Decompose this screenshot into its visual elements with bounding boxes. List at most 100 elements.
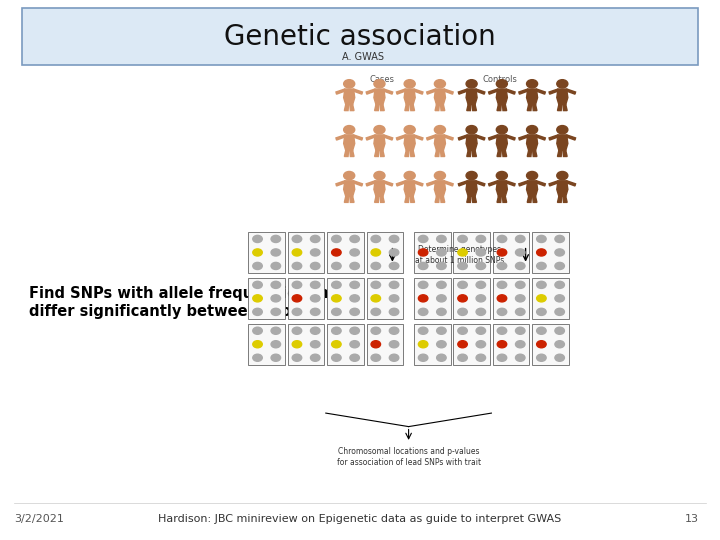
Polygon shape	[489, 89, 498, 94]
FancyBboxPatch shape	[22, 8, 698, 65]
Polygon shape	[380, 105, 384, 111]
Polygon shape	[397, 89, 405, 94]
Circle shape	[516, 235, 525, 242]
Circle shape	[536, 327, 546, 334]
Circle shape	[271, 262, 281, 269]
Circle shape	[476, 235, 485, 242]
Circle shape	[371, 308, 381, 315]
Polygon shape	[503, 151, 507, 157]
Circle shape	[390, 308, 399, 315]
Circle shape	[271, 249, 281, 256]
FancyBboxPatch shape	[366, 232, 403, 273]
Circle shape	[292, 327, 302, 334]
Circle shape	[536, 281, 546, 288]
Polygon shape	[434, 89, 446, 105]
Circle shape	[476, 262, 485, 269]
Circle shape	[476, 354, 485, 361]
Polygon shape	[404, 89, 415, 105]
Polygon shape	[374, 197, 379, 202]
Circle shape	[536, 262, 546, 269]
Polygon shape	[567, 135, 575, 140]
Circle shape	[271, 281, 281, 288]
Circle shape	[436, 281, 446, 288]
Circle shape	[526, 80, 538, 88]
Circle shape	[310, 341, 320, 348]
FancyBboxPatch shape	[414, 232, 451, 273]
FancyBboxPatch shape	[414, 324, 451, 365]
Circle shape	[253, 235, 262, 242]
Circle shape	[498, 308, 507, 315]
Polygon shape	[343, 181, 355, 197]
Polygon shape	[466, 89, 477, 105]
Circle shape	[536, 249, 546, 256]
Circle shape	[436, 354, 446, 361]
Polygon shape	[549, 181, 558, 186]
Circle shape	[458, 308, 467, 315]
Circle shape	[498, 327, 507, 334]
Polygon shape	[563, 197, 567, 202]
Circle shape	[418, 249, 428, 256]
Polygon shape	[519, 89, 528, 94]
Circle shape	[516, 295, 525, 302]
Circle shape	[292, 262, 302, 269]
Circle shape	[496, 80, 508, 88]
FancyBboxPatch shape	[366, 324, 403, 365]
Circle shape	[271, 308, 281, 315]
Circle shape	[292, 308, 302, 315]
FancyBboxPatch shape	[288, 278, 324, 319]
Polygon shape	[526, 89, 538, 105]
Circle shape	[458, 327, 467, 334]
Polygon shape	[536, 89, 545, 94]
Polygon shape	[380, 197, 384, 202]
Polygon shape	[526, 135, 538, 151]
Circle shape	[418, 354, 428, 361]
Circle shape	[390, 249, 399, 256]
Circle shape	[310, 327, 320, 334]
Circle shape	[498, 281, 507, 288]
Circle shape	[350, 354, 359, 361]
Circle shape	[390, 341, 399, 348]
Polygon shape	[404, 135, 415, 151]
Circle shape	[418, 341, 428, 348]
Circle shape	[310, 262, 320, 269]
Circle shape	[458, 295, 467, 302]
Polygon shape	[427, 135, 436, 140]
Polygon shape	[427, 181, 436, 186]
Circle shape	[271, 327, 281, 334]
Circle shape	[390, 235, 399, 242]
Circle shape	[436, 327, 446, 334]
Circle shape	[390, 281, 399, 288]
Polygon shape	[354, 181, 362, 186]
Circle shape	[536, 341, 546, 348]
Circle shape	[476, 327, 485, 334]
Polygon shape	[466, 181, 477, 197]
Polygon shape	[441, 197, 445, 202]
FancyBboxPatch shape	[327, 232, 364, 273]
Circle shape	[516, 249, 525, 256]
Circle shape	[526, 126, 538, 134]
Circle shape	[458, 354, 467, 361]
Circle shape	[436, 341, 446, 348]
Circle shape	[476, 281, 485, 288]
Circle shape	[350, 262, 359, 269]
Polygon shape	[476, 181, 485, 186]
Polygon shape	[427, 89, 436, 94]
Circle shape	[458, 262, 467, 269]
Circle shape	[374, 126, 385, 134]
Circle shape	[476, 308, 485, 315]
Circle shape	[434, 126, 446, 134]
Circle shape	[536, 235, 546, 242]
Circle shape	[516, 327, 525, 334]
Circle shape	[466, 80, 477, 88]
Polygon shape	[343, 89, 355, 105]
Circle shape	[374, 172, 385, 180]
Circle shape	[516, 262, 525, 269]
Polygon shape	[354, 135, 362, 140]
Circle shape	[434, 172, 446, 180]
Polygon shape	[374, 151, 379, 157]
Polygon shape	[563, 105, 567, 111]
Polygon shape	[336, 135, 345, 140]
Circle shape	[292, 354, 302, 361]
Polygon shape	[344, 105, 348, 111]
FancyBboxPatch shape	[454, 232, 490, 273]
